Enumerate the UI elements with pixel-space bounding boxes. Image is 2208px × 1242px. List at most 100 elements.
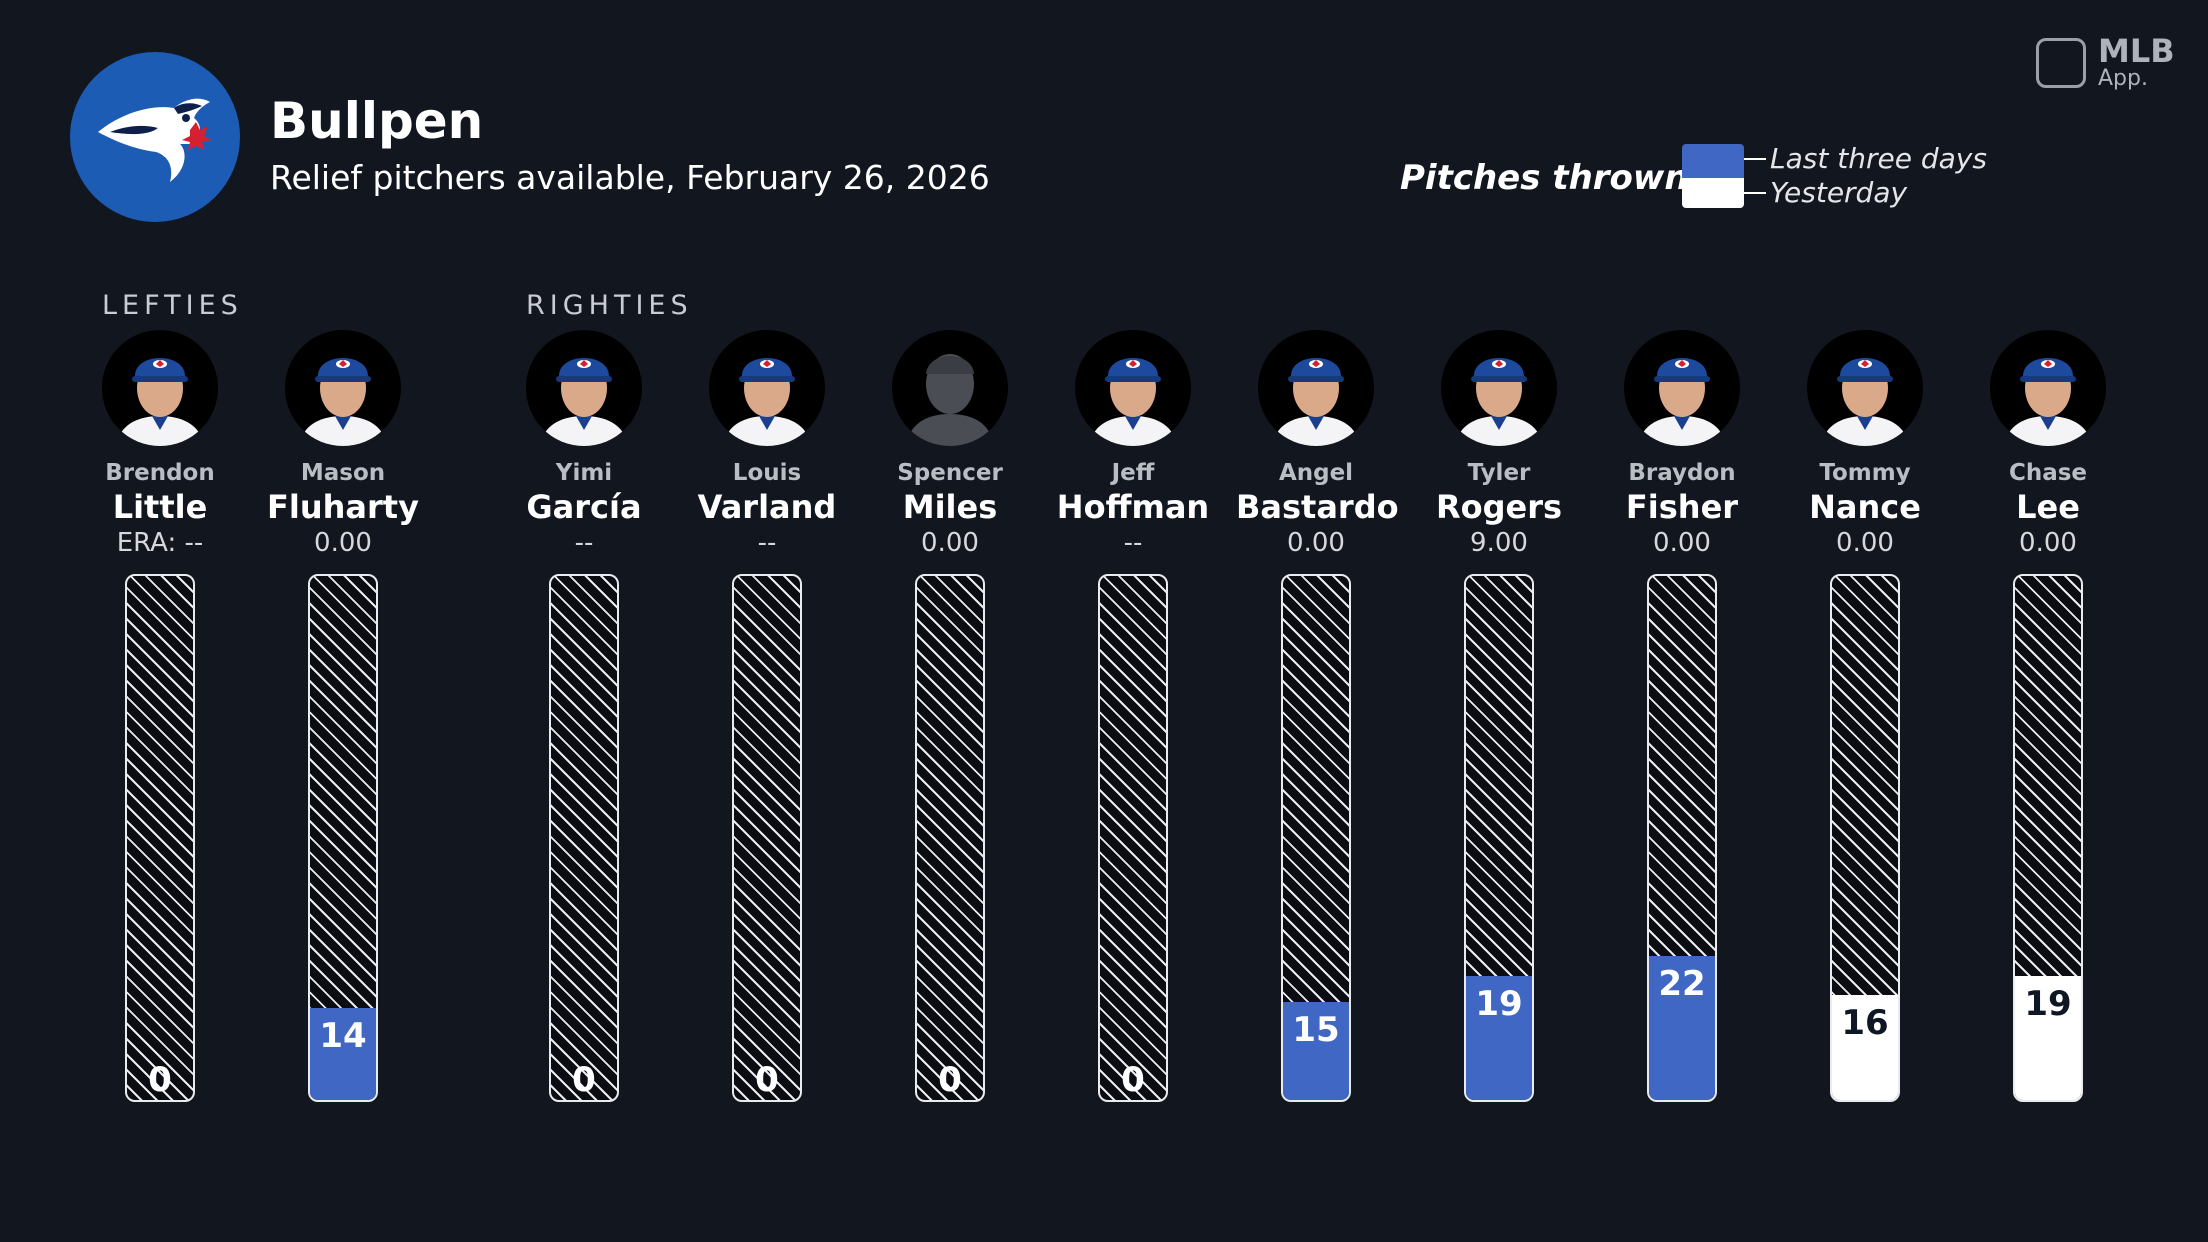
player-last-name: Hoffman xyxy=(1056,488,1210,526)
player-card: Brendon Little ERA: -- xyxy=(80,330,240,558)
player-era: 0.00 xyxy=(1836,528,1894,558)
pitch-bar-fill xyxy=(310,1008,376,1100)
legend-swatch-yesterday xyxy=(1682,178,1744,208)
pitch-count-label: 0 xyxy=(1121,1060,1145,1100)
player-card: Angel Bastardo 0.00 xyxy=(1236,330,1399,558)
pitch-count-label: 0 xyxy=(148,1060,172,1100)
player-era: -- xyxy=(574,528,594,558)
player-first-name: Braydon xyxy=(1628,460,1736,486)
player-headshot xyxy=(1624,330,1740,446)
player-card: Spencer Miles 0.00 xyxy=(870,330,1030,558)
pitch-bar-fill xyxy=(1832,995,1898,1100)
player-first-name: Spencer xyxy=(897,460,1003,486)
player-era: 0.00 xyxy=(314,528,372,558)
player-era: ERA: -- xyxy=(116,528,204,558)
pitch-count-label: 16 xyxy=(1841,1003,1889,1043)
player-era: 0.00 xyxy=(1653,528,1711,558)
player-headshot xyxy=(709,330,825,446)
player-last-name: Nance xyxy=(1809,488,1921,526)
pitch-bar: 16 xyxy=(1830,574,1900,1102)
player-first-name: Tommy xyxy=(1819,460,1911,486)
player-headshot xyxy=(1441,330,1557,446)
player-headshot xyxy=(285,330,401,446)
player-era: 0.00 xyxy=(1287,528,1345,558)
player-headshot xyxy=(102,330,218,446)
player-first-name: Brendon xyxy=(105,460,215,486)
pitch-count-label: 19 xyxy=(2024,984,2072,1024)
player-card: Braydon Fisher 0.00 xyxy=(1602,330,1762,558)
player-first-name: Chase xyxy=(2008,460,2088,486)
player-first-name: Louis xyxy=(732,460,802,486)
player-first-name: Jeff xyxy=(1111,460,1155,486)
player-last-name: Bastardo xyxy=(1236,488,1399,526)
pitch-bar: 22 xyxy=(1647,574,1717,1102)
player-headshot xyxy=(1258,330,1374,446)
player-last-name: Fluharty xyxy=(267,488,419,526)
player-card: Jeff Hoffman -- xyxy=(1053,330,1213,558)
player-first-name: Mason xyxy=(300,460,386,486)
pitch-bar: 0 xyxy=(549,574,619,1102)
pitch-bar: 19 xyxy=(1464,574,1534,1102)
legend-swatch-last-three-days xyxy=(1682,144,1744,178)
player-last-name: Miles xyxy=(902,488,998,526)
pitch-bar: 19 xyxy=(2013,574,2083,1102)
player-first-name: Angel xyxy=(1278,460,1354,486)
player-last-name: Fisher xyxy=(1625,488,1739,526)
player-last-name: Little xyxy=(112,488,208,526)
player-last-name: García xyxy=(526,488,642,526)
player-silhouette-icon xyxy=(892,330,1008,446)
player-era: 0.00 xyxy=(921,528,979,558)
pitch-bar-fill xyxy=(1283,1002,1349,1100)
player-last-name: Rogers xyxy=(1435,488,1563,526)
pitch-bar: 15 xyxy=(1281,574,1351,1102)
legend-yesterday: Yesterday xyxy=(1770,176,1908,209)
page-subtitle: Relief pitchers available, February 26, … xyxy=(270,158,990,197)
pitch-count-label: 0 xyxy=(572,1060,596,1100)
player-first-name: Tyler xyxy=(1467,460,1531,486)
pitch-count-label: 0 xyxy=(938,1060,962,1100)
brand-line-1: MLB xyxy=(2098,32,2175,70)
player-first-name: Yimi xyxy=(555,460,613,486)
pitch-count-label: 19 xyxy=(1475,984,1523,1024)
blue-jays-logo-icon xyxy=(70,52,240,222)
mlb-badge-icon xyxy=(2036,38,2086,88)
pitch-bar-fill xyxy=(2015,976,2081,1100)
pitch-count-label: 15 xyxy=(1292,1010,1340,1050)
group-label-righties: RIGHTIES xyxy=(526,290,693,321)
pitch-bar: 0 xyxy=(732,574,802,1102)
player-card: Tommy Nance 0.00 xyxy=(1785,330,1945,558)
player-era: 9.00 xyxy=(1470,528,1528,558)
player-era: -- xyxy=(1123,528,1143,558)
group-label-lefties: LEFTIES xyxy=(102,290,243,321)
player-headshot xyxy=(526,330,642,446)
player-card: Mason Fluharty 0.00 xyxy=(263,330,423,558)
legend-last-three-days: Last three days xyxy=(1770,142,1987,175)
player-era: -- xyxy=(757,528,777,558)
pitch-bar-fill xyxy=(1466,976,1532,1100)
legend-line-last-three-days xyxy=(1744,158,1766,160)
player-era: 0.00 xyxy=(2019,528,2077,558)
pitch-bar: 0 xyxy=(125,574,195,1102)
mlb-app-logo: MLB App. xyxy=(2036,32,2175,92)
pitch-bar-fill xyxy=(1649,956,1715,1100)
legend-label: Pitches thrown: xyxy=(1400,158,1703,198)
pitch-bar: 0 xyxy=(1098,574,1168,1102)
player-headshot xyxy=(1075,330,1191,446)
pitch-bar: 0 xyxy=(915,574,985,1102)
legend-swatch xyxy=(1682,144,1744,208)
player-headshot xyxy=(1807,330,1923,446)
player-headshot xyxy=(1990,330,2106,446)
pitch-bar: 14 xyxy=(308,574,378,1102)
player-card: Chase Lee 0.00 xyxy=(1968,330,2128,558)
player-card: Louis Varland -- xyxy=(687,330,847,558)
page-title: Bullpen xyxy=(270,92,484,150)
player-last-name: Varland xyxy=(697,488,837,526)
pitch-count-label: 22 xyxy=(1658,964,1706,1004)
legend-line-yesterday xyxy=(1744,192,1766,194)
player-last-name: Lee xyxy=(2016,488,2080,526)
pitch-count-label: 0 xyxy=(755,1060,779,1100)
player-card: Yimi García -- xyxy=(504,330,664,558)
pitch-count-label: 14 xyxy=(319,1016,367,1056)
brand-line-2: App. xyxy=(2098,66,2148,91)
player-card: Tyler Rogers 9.00 xyxy=(1419,330,1579,558)
